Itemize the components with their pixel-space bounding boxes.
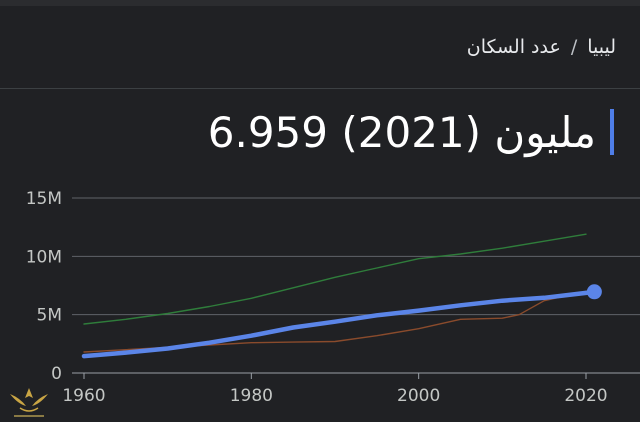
series-color-marker (610, 109, 614, 155)
headline-value: 6.959 مليون (2021) (207, 107, 596, 157)
x-tick-label: 2000 (397, 386, 440, 406)
x-tick-label: 2020 (564, 386, 607, 406)
series-line-highlight[interactable] (81, 289, 597, 359)
breadcrumb: ليبيا / عدد السكان (467, 36, 616, 58)
y-tick-label: 15M (26, 189, 62, 209)
breadcrumb-separator: / (570, 36, 578, 58)
breadcrumb-country[interactable]: ليبيا (587, 36, 616, 58)
top-bar (0, 0, 640, 6)
x-tick-label: 1980 (230, 386, 273, 406)
grid-layer (72, 197, 640, 379)
divider (0, 88, 640, 89)
series-layer (81, 233, 602, 359)
breadcrumb-topic[interactable]: عدد السكان (466, 36, 561, 58)
headline: 6.959 مليون (2021) (208, 104, 614, 160)
tick-layer: 0 5M 10M 15M 1960 1980 2000 2020 (26, 189, 608, 406)
x-tick-label: 1960 (62, 386, 105, 406)
series-line-1[interactable] (83, 233, 587, 325)
watermark-logo-icon (10, 388, 48, 417)
y-tick-label: 5M (37, 306, 62, 326)
y-tick-label: 10M (26, 247, 62, 267)
endpoint-marker[interactable] (586, 284, 602, 300)
y-tick-label: 0 (51, 364, 62, 384)
